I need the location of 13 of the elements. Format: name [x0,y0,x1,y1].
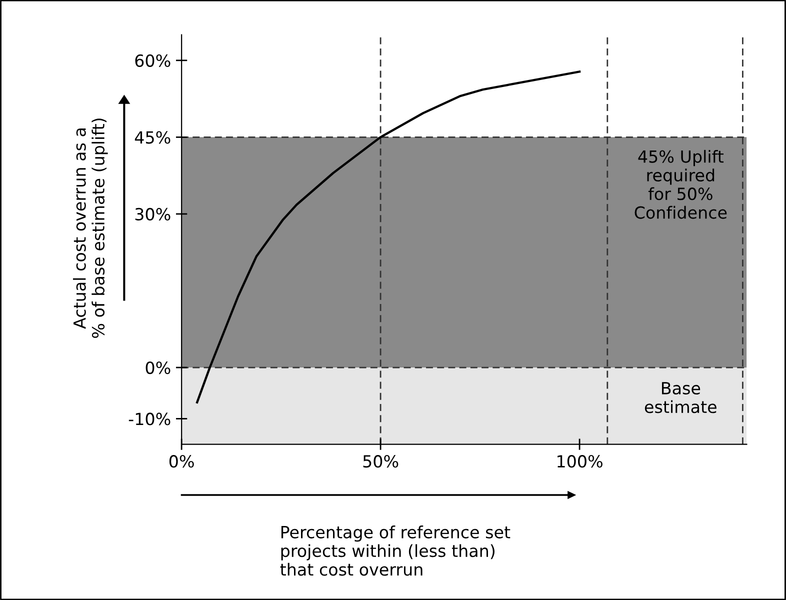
annotation: Base estimate [644,382,716,414]
x-axis-title: Percentage of reference set projects within (less than) that cost overrun [280,526,510,576]
line-series [196,70,581,404]
annotation: 45% Uplift required for 50% Confidence [634,150,727,219]
y-tick-label: -10% [128,412,170,426]
x-tick-label: 100% [558,455,602,468]
x-tick-label: 50% [363,455,398,468]
x-tick-label: 0% [169,455,194,468]
y-tick-label: 0% [146,361,170,374]
y-tick-label: 30% [135,208,170,221]
y-tick-label: 60% [135,54,170,67]
y-axis-title: Actual cost overrun as a % of base estimate (uplift) [72,118,108,338]
y-tick-label: 45% [134,131,170,144]
